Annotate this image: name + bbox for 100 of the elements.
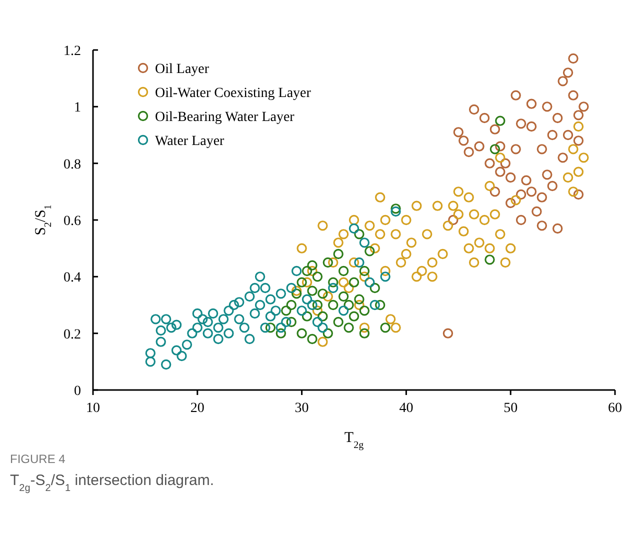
point bbox=[510, 90, 521, 100]
point bbox=[354, 294, 364, 304]
point bbox=[338, 266, 349, 276]
point bbox=[265, 311, 276, 322]
y-tick-label: 0.4 bbox=[64, 270, 81, 286]
y-tick-label: 1.2 bbox=[64, 44, 81, 59]
point bbox=[552, 223, 563, 234]
point bbox=[202, 316, 213, 328]
point bbox=[302, 311, 312, 322]
point bbox=[281, 316, 292, 328]
point bbox=[328, 282, 338, 294]
point bbox=[307, 286, 318, 296]
point bbox=[198, 314, 208, 324]
point bbox=[573, 189, 584, 200]
point bbox=[244, 334, 255, 344]
point bbox=[276, 328, 286, 338]
y-tick-label: 0.8 bbox=[64, 157, 81, 172]
point bbox=[145, 356, 156, 367]
point bbox=[213, 334, 224, 344]
point bbox=[322, 328, 333, 338]
point bbox=[296, 306, 307, 316]
point bbox=[312, 272, 323, 282]
point bbox=[468, 104, 480, 115]
point bbox=[312, 300, 323, 310]
point bbox=[250, 282, 260, 294]
point bbox=[160, 314, 172, 324]
x-axis-title: T$_{2g}$ bbox=[344, 430, 364, 450]
point bbox=[187, 328, 198, 338]
point bbox=[490, 124, 500, 134]
point bbox=[536, 192, 548, 202]
x-tick-label: 20 bbox=[190, 401, 204, 416]
point bbox=[495, 116, 506, 126]
point bbox=[208, 308, 218, 319]
point bbox=[276, 322, 286, 333]
x-tick-label: 10 bbox=[86, 401, 100, 416]
point bbox=[286, 300, 296, 310]
point bbox=[458, 136, 469, 146]
point bbox=[270, 306, 281, 316]
point bbox=[322, 257, 333, 268]
point bbox=[286, 316, 296, 328]
point bbox=[244, 291, 255, 302]
point bbox=[265, 322, 276, 333]
point bbox=[484, 158, 495, 168]
point bbox=[318, 322, 328, 333]
point bbox=[526, 98, 537, 109]
point bbox=[380, 322, 390, 333]
point bbox=[516, 189, 526, 200]
y-tick-label: 0 bbox=[74, 384, 81, 399]
point bbox=[500, 158, 510, 168]
point bbox=[536, 144, 548, 154]
point bbox=[224, 328, 234, 338]
point bbox=[484, 254, 495, 265]
point bbox=[302, 294, 312, 304]
legend-label: Water Layer bbox=[155, 134, 225, 149]
point bbox=[254, 272, 266, 282]
x-tick-label: 30 bbox=[294, 401, 309, 416]
point bbox=[348, 311, 360, 322]
point bbox=[296, 328, 307, 338]
point bbox=[171, 345, 182, 356]
point bbox=[333, 248, 344, 260]
text: T$_{2g}$-S$_{2}$/S$_{1}$ intersection diagram. bbox=[10, 472, 214, 494]
point bbox=[302, 266, 312, 276]
point bbox=[192, 322, 202, 333]
point bbox=[495, 141, 506, 152]
point bbox=[260, 282, 270, 294]
point bbox=[318, 311, 328, 322]
point bbox=[228, 300, 240, 310]
point bbox=[338, 291, 349, 302]
point bbox=[547, 180, 558, 192]
point bbox=[490, 144, 500, 154]
y-tick-label: 1 bbox=[74, 100, 81, 116]
point bbox=[307, 334, 318, 344]
point bbox=[218, 314, 229, 324]
point bbox=[328, 300, 338, 310]
point bbox=[552, 112, 563, 124]
y-tick-label: 0.6 bbox=[64, 214, 81, 229]
point bbox=[166, 322, 176, 333]
point bbox=[442, 328, 454, 338]
point bbox=[291, 288, 302, 299]
point bbox=[506, 198, 516, 208]
point bbox=[192, 308, 202, 319]
point bbox=[578, 102, 589, 112]
point bbox=[286, 282, 296, 294]
point bbox=[547, 130, 558, 140]
point bbox=[348, 223, 360, 234]
point bbox=[390, 204, 401, 214]
point bbox=[562, 68, 574, 78]
point bbox=[296, 277, 307, 288]
point bbox=[380, 272, 390, 282]
point bbox=[448, 214, 458, 226]
point bbox=[254, 300, 266, 310]
point bbox=[526, 186, 537, 197]
point bbox=[281, 306, 292, 316]
point bbox=[318, 288, 328, 299]
point bbox=[338, 306, 349, 316]
point bbox=[510, 144, 521, 154]
point bbox=[307, 300, 318, 310]
x-tick-label: 40 bbox=[399, 401, 414, 416]
point bbox=[150, 314, 161, 324]
point bbox=[490, 186, 500, 197]
